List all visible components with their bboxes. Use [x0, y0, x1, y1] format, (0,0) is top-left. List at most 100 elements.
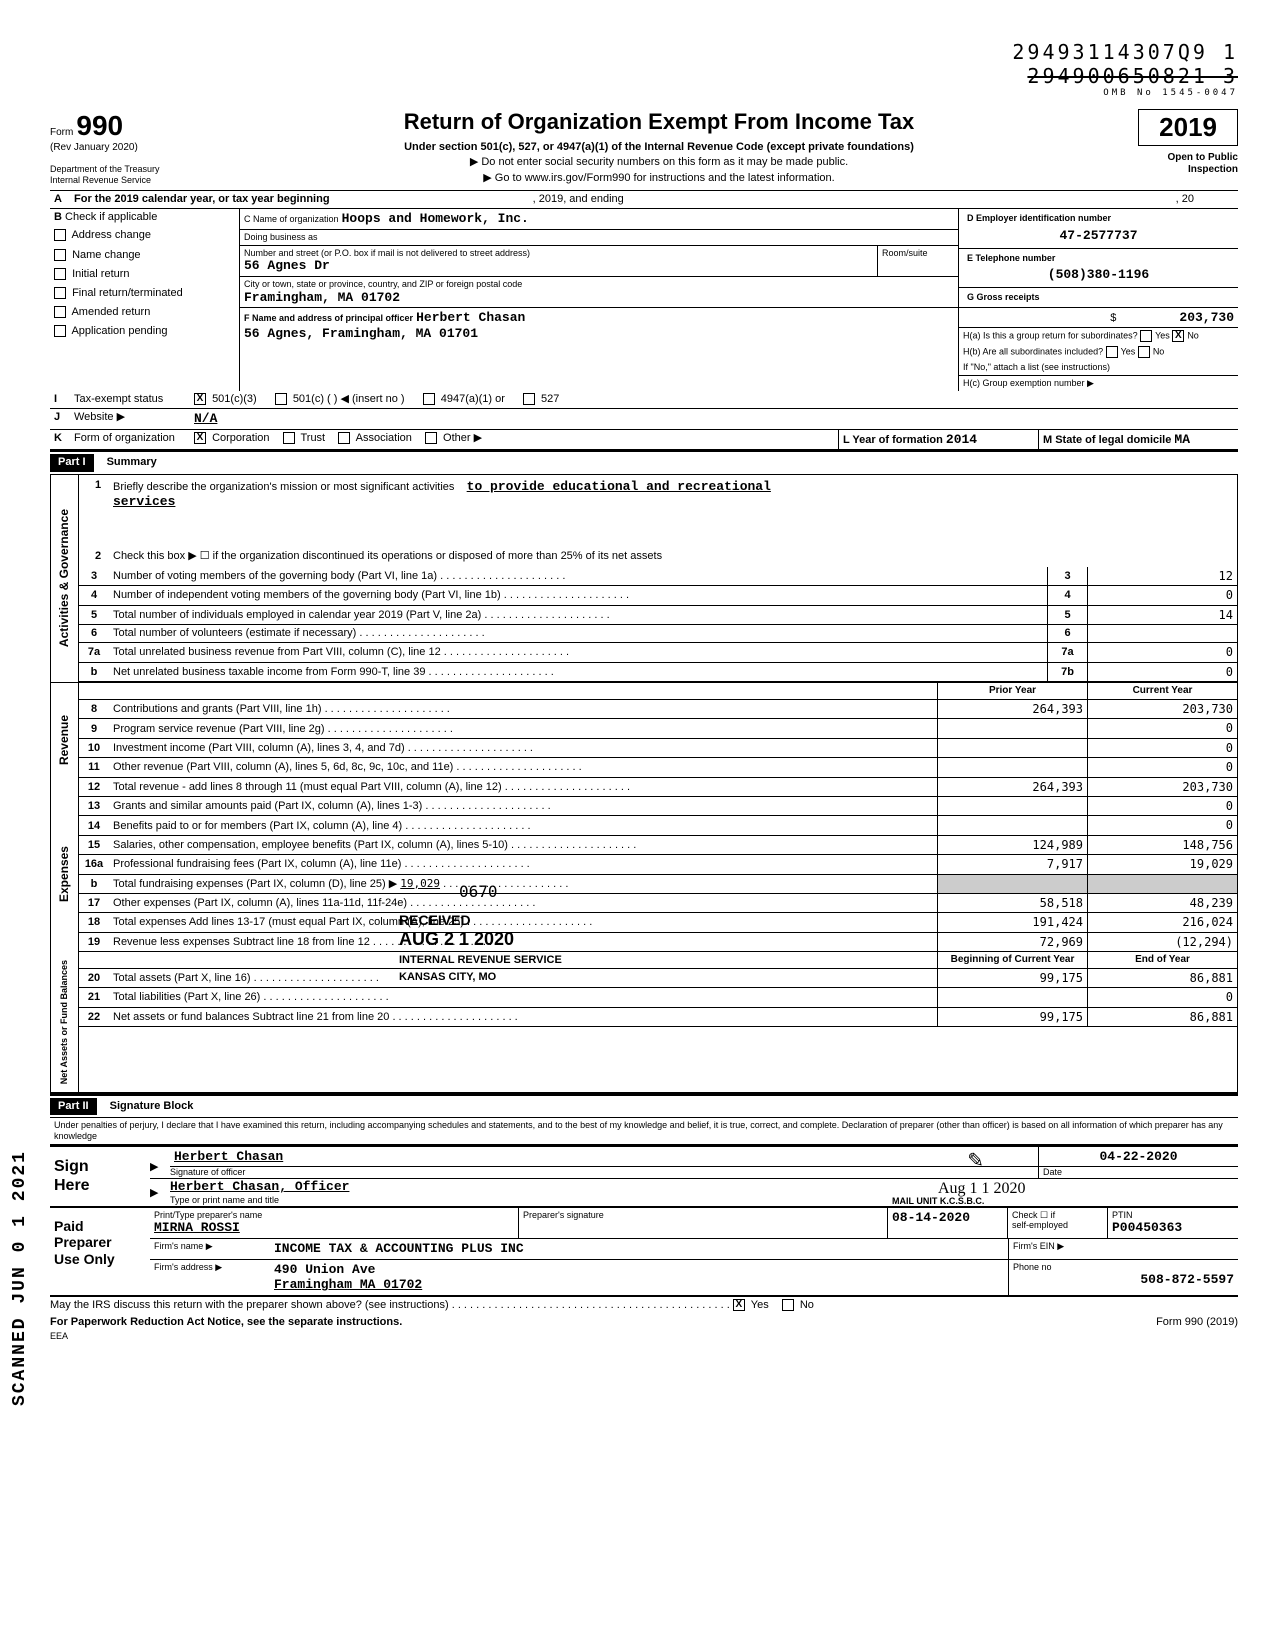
stamp-line1: 29493114307Q9 1 — [50, 40, 1238, 64]
curr-val: 86,881 — [1087, 969, 1237, 988]
side-revenue: Revenue — [55, 707, 73, 773]
hb-no-checkbox[interactable] — [1138, 346, 1150, 358]
line2-label: Check this box ▶ ☐ if the organization d… — [113, 550, 1233, 563]
ha-yes-checkbox[interactable] — [1140, 330, 1152, 342]
corp-checkbox[interactable]: X — [194, 432, 206, 444]
prior-val: 264,393 — [937, 778, 1087, 797]
curr-val: 86,881 — [1087, 1008, 1237, 1027]
501c3-checkbox[interactable]: X — [194, 393, 206, 405]
line-num: 15 — [79, 836, 109, 855]
received-stamp: RECEIVED AUG 2 1 2020 INTERNAL REVENUE S… — [399, 912, 562, 985]
sig-date: 04-22-2020 — [1039, 1147, 1238, 1168]
form-rev: (Rev January 2020) — [50, 142, 230, 154]
insert-no: ) ◀ (insert no ) — [334, 393, 405, 405]
dept-treasury: Department of the Treasury — [50, 164, 230, 175]
box-d-label: D Employer identification number — [967, 213, 1111, 223]
ptin-value: P00450363 — [1112, 1220, 1234, 1236]
line-label: Total unrelated business revenue from Pa… — [109, 643, 1047, 662]
check-application-pending[interactable] — [54, 325, 66, 337]
assoc-checkbox[interactable] — [338, 432, 350, 444]
curr-val: 0 — [1087, 988, 1237, 1007]
line-label: Program service revenue (Part VIII, line… — [109, 719, 937, 738]
sig-name2: Herbert Chasan, Officer — [170, 1179, 938, 1195]
line-num: 6 — [79, 625, 109, 643]
firm-ein-label: Firm's EIN ▶ — [1008, 1239, 1238, 1259]
ein-value: 47-2577737 — [963, 226, 1234, 246]
org-name: Hoops and Homework, Inc. — [342, 211, 529, 226]
opt-trust: Trust — [300, 432, 325, 444]
city-value: Framingham, MA 01702 — [244, 290, 954, 306]
year-form-val: 2014 — [946, 432, 977, 447]
check-label: Application pending — [71, 325, 167, 337]
box-g-label: G Gross receipts — [967, 292, 1040, 302]
mission-text: to provide educational and recreational — [467, 479, 771, 494]
discuss-yes-checkbox[interactable]: X — [733, 1299, 745, 1311]
527-checkbox[interactable] — [523, 393, 535, 405]
curr-val: 0 — [1087, 797, 1237, 816]
side-activities: Activities & Governance — [55, 501, 73, 655]
line1-label: Briefly describe the organization's miss… — [113, 481, 454, 493]
line-num: 5 — [79, 606, 109, 625]
line-label: Professional fundraising fees (Part IX, … — [109, 855, 937, 874]
line-a-label: For the 2019 calendar year, or tax year … — [74, 193, 330, 205]
firm-addr-label: Firm's address ▶ — [150, 1260, 270, 1295]
street-value: 56 Agnes Dr — [244, 258, 873, 274]
curr-val: 19,029 — [1087, 855, 1237, 874]
opt-501c3: 501(c)(3) — [212, 393, 257, 405]
sig-name: Herbert Chasan — [174, 1149, 283, 1164]
check-if: Check ☐ if — [1012, 1210, 1055, 1220]
line-label: Benefits paid to or for members (Part IX… — [109, 816, 937, 835]
form-header: Form 990 (Rev January 2020) Department o… — [50, 109, 1238, 191]
gross-receipts: 203,730 — [1179, 310, 1234, 325]
discuss-no-checkbox[interactable] — [782, 1299, 794, 1311]
firm-name: INCOME TAX & ACCOUNTING PLUS INC — [270, 1239, 1008, 1259]
phone-no-label: Phone no — [1013, 1262, 1234, 1273]
check-amended-return[interactable] — [54, 306, 66, 318]
prior-val: 7,917 — [937, 855, 1087, 874]
check-address-change[interactable] — [54, 229, 66, 241]
line-label: Total revenue - add lines 8 through 11 (… — [109, 778, 937, 797]
line-num: b — [79, 663, 109, 682]
4947-checkbox[interactable] — [423, 393, 435, 405]
prior-val — [937, 816, 1087, 835]
curr-val: 0 — [1087, 758, 1237, 777]
irs-label: Internal Revenue Service — [50, 175, 230, 186]
col-current: Current Year — [1087, 683, 1237, 700]
line-num: 21 — [79, 988, 109, 1007]
col-val: 0 — [1087, 643, 1237, 662]
check-name-change[interactable] — [54, 249, 66, 261]
line-a: A For the 2019 calendar year, or tax yea… — [50, 191, 1238, 209]
city-label: City or town, state or province, country… — [244, 279, 954, 290]
officer-addr: 56 Agnes, Framingham, MA 01701 — [244, 326, 954, 342]
ha-no-checkbox[interactable]: X — [1172, 330, 1184, 342]
ptin-label: PTIN — [1112, 1210, 1234, 1221]
line-num: 18 — [79, 913, 109, 932]
prior-val: 264,393 — [937, 700, 1087, 719]
col-box: 6 — [1047, 625, 1087, 643]
line-j-label: Website ▶ — [70, 409, 190, 429]
line-label: Number of independent voting members of … — [109, 586, 1047, 605]
firm-phone: 508-872-5597 — [1013, 1272, 1234, 1288]
omb-number: OMB No 1545-0047 — [50, 88, 1238, 99]
website-value: N/A — [190, 409, 1238, 429]
other-checkbox[interactable] — [425, 432, 437, 444]
form-title: Return of Organization Exempt From Incom… — [230, 109, 1088, 135]
form-number: 990 — [76, 110, 123, 141]
prior-val: 58,518 — [937, 894, 1087, 913]
discuss-yes: Yes — [751, 1299, 769, 1311]
501c-checkbox[interactable] — [275, 393, 287, 405]
eea: EEA — [50, 1331, 1238, 1342]
curr-val — [1087, 875, 1237, 894]
trust-checkbox[interactable] — [283, 432, 295, 444]
firm-addr2: Framingham MA 01702 — [274, 1277, 1004, 1293]
form-footer: Form 990 (2019) — [1088, 1316, 1238, 1329]
line-label: Contributions and grants (Part VIII, lin… — [109, 700, 937, 719]
check-final-return-terminated[interactable] — [54, 287, 66, 299]
hb-yes-checkbox[interactable] — [1106, 346, 1118, 358]
line-num: 4 — [79, 586, 109, 605]
scanned-stamp: SCANNED JUN 0 1 2021 — [10, 1150, 32, 1406]
line-label: Number of voting members of the governin… — [109, 567, 1047, 586]
check-initial-return[interactable] — [54, 268, 66, 280]
col-val — [1087, 625, 1237, 643]
year-form-label: L Year of formation — [843, 434, 943, 446]
